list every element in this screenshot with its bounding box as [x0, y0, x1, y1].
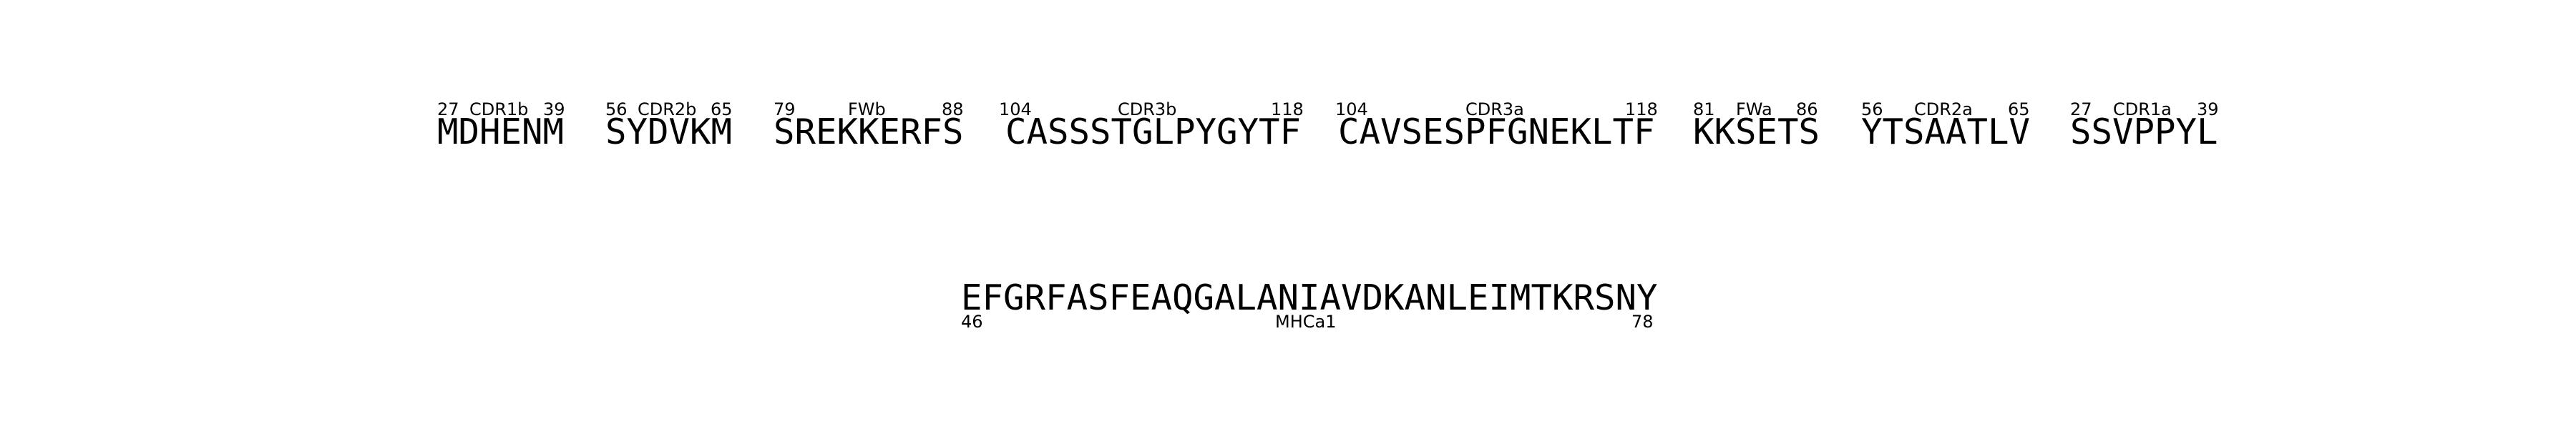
end-label: 39	[543, 99, 565, 119]
region-label: CDR2b	[638, 99, 697, 119]
region-label: MHCa1	[1275, 312, 1337, 332]
start-label: 104	[999, 99, 1032, 119]
start-label: 27	[437, 99, 459, 119]
sequence: YTSAATLV	[1861, 112, 2031, 152]
end-label: 78	[1631, 312, 1654, 332]
start-label: 56	[605, 99, 628, 119]
end-label: 39	[2197, 99, 2219, 119]
end-label: 118	[1625, 99, 1658, 119]
start-label: 46	[961, 312, 983, 332]
region-label: CDR2a	[1914, 99, 1973, 119]
sequence: CAVSESPFGNEKLTF	[1338, 112, 1655, 152]
sequence: SREKKERFS	[774, 112, 964, 152]
start-label: 79	[774, 99, 796, 119]
end-label: 118	[1271, 99, 1304, 119]
start-label: 104	[1335, 99, 1368, 119]
sequence: EFGRFASFEAQGALANIAVDKANLEIMTKRSNY	[961, 277, 1658, 318]
sequence: SYDVKM	[605, 112, 733, 152]
sequence: KKSETS	[1693, 112, 1820, 152]
end-label: 65	[2008, 99, 2030, 119]
sequence: MDHENM	[437, 112, 565, 152]
region-label: FWa	[1736, 99, 1772, 119]
start-label: 56	[1861, 99, 1883, 119]
sequence: SSVPPYL	[2070, 112, 2218, 152]
region-label: CDR3a	[1465, 99, 1524, 119]
end-label: 65	[711, 99, 733, 119]
start-label: 27	[2070, 99, 2092, 119]
start-label: 81	[1693, 99, 1715, 119]
end-label: 88	[942, 99, 964, 119]
end-label: 86	[1796, 99, 1818, 119]
region-label: CDR3b	[1118, 99, 1177, 119]
region-label: CDR1a	[2113, 99, 2172, 119]
region-label: FWb	[848, 99, 886, 119]
sequence: CASSSTGLPYGYTF	[1005, 112, 1302, 152]
region-label: CDR1b	[469, 99, 529, 119]
